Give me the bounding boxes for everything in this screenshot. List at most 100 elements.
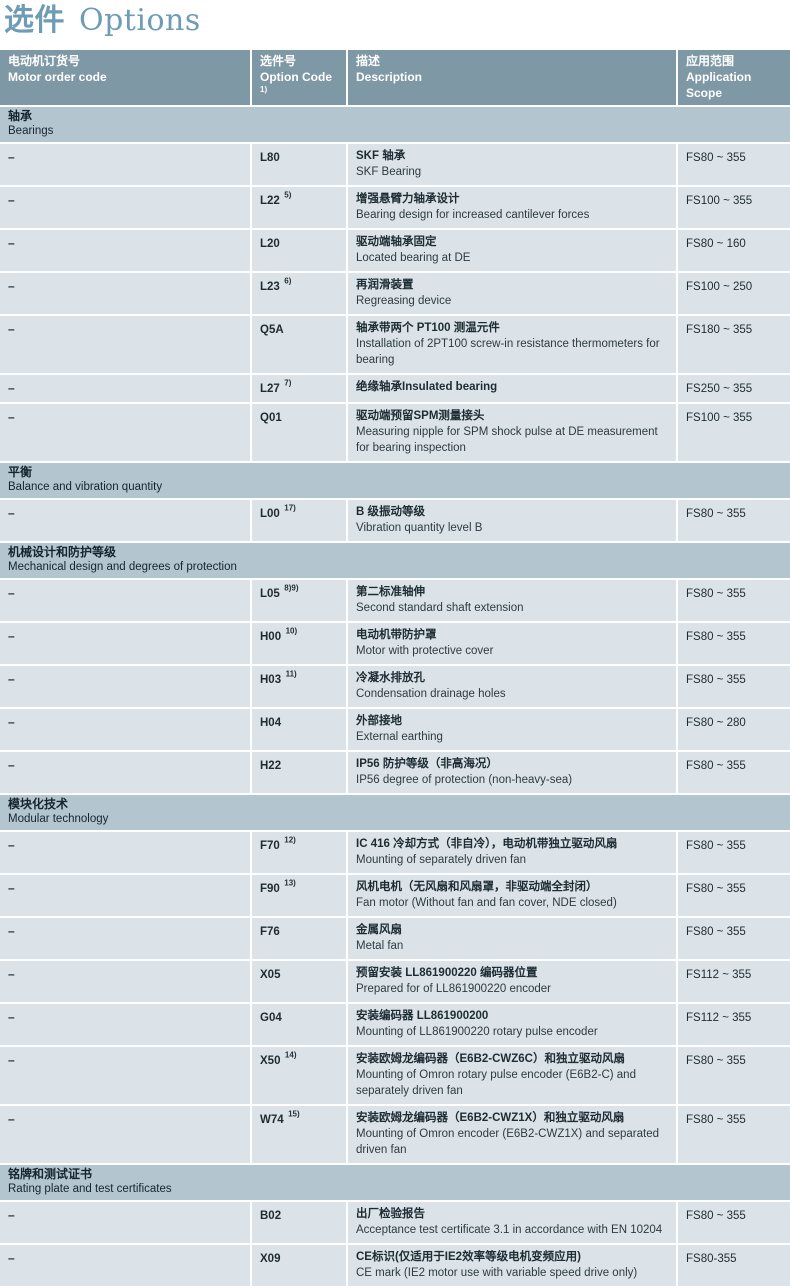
option-code-cell: X05 — [252, 961, 348, 1002]
application-scope-cell: FS80 ~ 355 — [678, 1202, 790, 1243]
application-scope-cell: FS80 ~ 355 — [678, 500, 790, 541]
application-scope-cell: FS80 ~ 355 — [678, 580, 790, 621]
section-header-row: 平衡 Balance and vibration quantity — [0, 463, 790, 500]
description-zh: 绝缘轴承Insulated bearing — [356, 381, 498, 393]
table-row: – H03 11) 冷凝水排放孔 Condensation drainage hole… — [0, 666, 790, 709]
table-row: – G04 安装编码器 LL861900200 Mounting of LL86190… — [0, 1004, 790, 1047]
description-cell: 驱动端轴承固定 Located bearing at DE — [348, 230, 678, 271]
application-scope-value: FS80 ~ 355 — [686, 883, 746, 895]
option-code-cell: L20 — [252, 230, 348, 271]
application-scope-value: FS80 ~ 280 — [686, 717, 746, 729]
table-row: – X09 CE标识(仅适用于IE2效率等级电机变频应用) CE mark (IE2 … — [0, 1245, 790, 1288]
description-en: External earthing — [356, 731, 443, 743]
motor-order-code-cell: – — [0, 273, 252, 314]
description-en: Mounting of separately driven fan — [356, 854, 527, 866]
option-code-footnote: 10) — [285, 626, 298, 636]
application-scope-cell: FS80-355 — [678, 1245, 790, 1286]
motor-order-code-cell: – — [0, 961, 252, 1002]
table-row: – L27 7) 绝缘轴承Insulated bearing FS250 ~ 355 — [0, 375, 790, 404]
motor-order-code-value: – — [8, 838, 15, 852]
motor-order-code-cell: – — [0, 375, 252, 402]
table-row: – L23 6) 再润滑装置 Regreasing device FS100 ~ 250 — [0, 273, 790, 316]
description-en: Second standard shaft extension — [356, 602, 524, 614]
option-code-value: L23 — [260, 281, 280, 293]
description-zh: 外部接地 — [356, 715, 402, 727]
section-title-zh: 平衡 — [8, 465, 33, 479]
description-cell: 冷凝水排放孔 Condensation drainage holes — [348, 666, 678, 707]
option-code-footnote: 15) — [288, 1109, 300, 1119]
option-code-cell: X50 14) — [252, 1047, 348, 1104]
option-code-value: Q5A — [260, 324, 284, 336]
table-row: – H22 IP56 防护等级（非高海况） IP56 degree of protec… — [0, 752, 790, 795]
description-zh: 安装编码器 LL861900200 — [356, 1010, 489, 1022]
catalog-page: 选件 Options 电动机订货号 Motor order code 选件号 Op… — [0, 4, 790, 1288]
option-code-cell: H22 — [252, 752, 348, 793]
table-row: – H00 10) 电动机带防护罩 Motor with protective cov… — [0, 623, 790, 666]
header-motor-order-code-zh: 电动机订货号 — [8, 54, 81, 68]
option-code-value: X05 — [260, 969, 281, 981]
description-en: Prepared for of LL861900220 encoder — [356, 983, 552, 995]
section-title-zh: 轴承 — [8, 109, 33, 123]
description-en: Metal fan — [356, 940, 404, 952]
table-row: – F70 12) IC 416 冷却方式（非自冷），电动机带独立驱动风扇 Mount… — [0, 832, 790, 875]
application-scope-cell: FS80 ~ 355 — [678, 832, 790, 873]
header-application-scope-zh: 应用范围 — [686, 54, 735, 68]
application-scope-cell: FS80 ~ 355 — [678, 752, 790, 793]
application-scope-value: FS112 ~ 355 — [686, 1012, 752, 1024]
application-scope-value: FS112 ~ 355 — [686, 969, 752, 981]
option-code-cell: L27 7) — [252, 375, 348, 402]
option-code-cell: B02 — [252, 1202, 348, 1243]
table-row: – L05 8)9) 第二标准轴伸 Second standard shaft ext… — [0, 580, 790, 623]
page-title: 选件 Options — [4, 4, 790, 38]
description-cell: 绝缘轴承Insulated bearing — [348, 375, 678, 402]
header-motor-order-code: 电动机订货号 Motor order code — [0, 50, 252, 105]
motor-order-code-cell: – — [0, 187, 252, 228]
motor-order-code-cell: – — [0, 623, 252, 664]
section-title-en: Rating plate and test certificates — [8, 1183, 172, 1195]
application-scope-cell: FS80 ~ 355 — [678, 1106, 790, 1163]
application-scope-cell: FS80 ~ 355 — [678, 1047, 790, 1104]
description-zh: IP56 防护等级（非高海况） — [356, 758, 498, 770]
table-row: – X50 14) 安装欧姆龙编码器（E6B2-CWZ6C）和独立驱动风扇 Mount… — [0, 1047, 790, 1106]
motor-order-code-value: – — [8, 1010, 15, 1024]
option-code-footnote: 12) — [284, 835, 296, 845]
motor-order-code-value: – — [8, 924, 15, 938]
description-cell: CE标识(仅适用于IE2效率等级电机变频应用) CE mark (IE2 moto… — [348, 1245, 678, 1286]
option-code-footnote: 6) — [284, 276, 292, 286]
motor-order-code-cell: – — [0, 1202, 252, 1243]
description-cell: 增强悬臂力轴承设计 Bearing design for increased ca… — [348, 187, 678, 228]
option-code-footnote: 13) — [284, 878, 296, 888]
option-code-footnote: 7) — [284, 378, 292, 388]
motor-order-code-cell: – — [0, 1106, 252, 1163]
option-code-cell: X09 — [252, 1245, 348, 1286]
option-code-value: B02 — [260, 1210, 282, 1222]
description-zh: IC 416 冷却方式（非自冷），电动机带独立驱动风扇 — [356, 838, 618, 850]
motor-order-code-value: – — [8, 193, 15, 207]
motor-order-code-value: – — [8, 967, 15, 981]
motor-order-code-value: – — [8, 715, 15, 729]
application-scope-value: FS80 ~ 355 — [686, 1210, 746, 1222]
option-code-cell: L23 6) — [252, 273, 348, 314]
motor-order-code-cell: – — [0, 918, 252, 959]
application-scope-cell: FS80 ~ 355 — [678, 918, 790, 959]
motor-order-code-value: – — [8, 322, 15, 336]
header-application-scope-en: Application Scope — [686, 70, 752, 100]
description-cell: 安装欧姆龙编码器（E6B2-CWZ6C）和独立驱动风扇 Mounting of O… — [348, 1047, 678, 1104]
header-option-code-zh: 选件号 — [260, 54, 297, 68]
application-scope-cell: FS250 ~ 355 — [678, 375, 790, 402]
application-scope-cell: FS80 ~ 355 — [678, 666, 790, 707]
description-zh: 再润滑装置 — [356, 279, 414, 291]
header-description-en: Description — [356, 70, 423, 84]
option-code-value: H00 — [260, 631, 282, 643]
table-header-row: 电动机订货号 Motor order code 选件号 Option Code … — [0, 50, 790, 107]
motor-order-code-value: – — [8, 410, 15, 424]
application-scope-value: FS80 ~ 355 — [686, 152, 746, 164]
motor-order-code-value: – — [8, 1112, 15, 1126]
option-code-value: F90 — [260, 883, 280, 895]
table-row: – Q01 驱动端预留SPM测量接头 Measuring nipple for SPM… — [0, 404, 790, 463]
motor-order-code-cell: – — [0, 316, 252, 373]
table-row: – W74 15) 安装欧姆龙编码器（E6B2-CWZ1X）和独立驱动风扇 Mount… — [0, 1106, 790, 1165]
table-row: – X05 预留安装 LL861900220 编码器位置 Prepared for o… — [0, 961, 790, 1004]
section-title-zh: 模块化技术 — [8, 797, 69, 811]
table-row: – Q5A 轴承带两个 PT100 测温元件 Installation of 2PT1… — [0, 316, 790, 375]
